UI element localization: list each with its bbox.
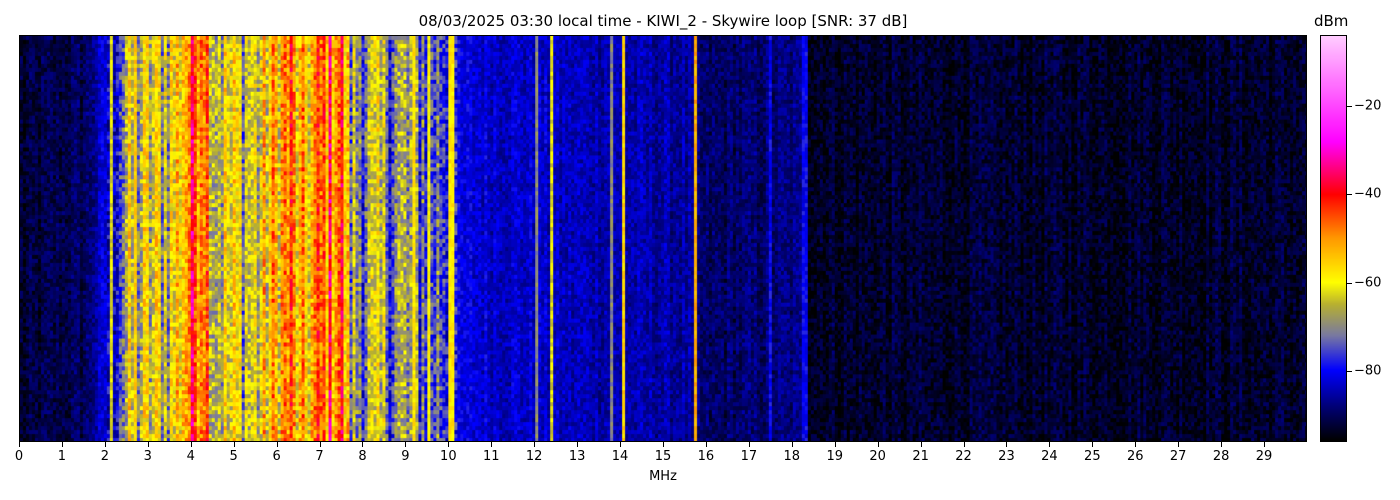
x-tick-label: 11 xyxy=(482,449,500,464)
x-tick xyxy=(190,442,192,447)
x-tick xyxy=(577,442,579,447)
x-tick xyxy=(1049,442,1051,447)
x-tick xyxy=(233,442,235,447)
x-tick xyxy=(748,442,750,447)
x-tick-label: 14 xyxy=(611,449,629,464)
x-axis-label: MHz xyxy=(649,469,677,484)
x-tick-label: 18 xyxy=(783,449,801,464)
x-tick xyxy=(448,442,450,447)
x-tick-label: 20 xyxy=(869,449,886,464)
x-tick xyxy=(663,442,664,447)
x-tick-label: 6 xyxy=(272,449,281,464)
x-tick-label: 24 xyxy=(1041,449,1058,464)
x-tick-label: 2 xyxy=(100,449,109,464)
x-tick-label: 13 xyxy=(568,449,586,464)
x-tick xyxy=(963,442,965,447)
x-tick-label: 4 xyxy=(186,449,195,464)
x-tick-label: 16 xyxy=(697,449,715,464)
colorbar-tick-label: −60 xyxy=(1354,275,1382,291)
x-tick xyxy=(19,442,20,447)
x-tick xyxy=(791,442,793,447)
colorbar-tick-label: −80 xyxy=(1354,363,1382,379)
x-tick xyxy=(61,442,63,447)
x-tick xyxy=(1092,442,1094,447)
x-tick xyxy=(319,442,321,447)
x-tick-label: 5 xyxy=(229,449,238,464)
x-tick-label: 28 xyxy=(1212,449,1230,464)
x-tick-label: 29 xyxy=(1255,449,1273,464)
x-tick-label: 3 xyxy=(143,449,152,464)
colorbar-label: dBm xyxy=(1314,12,1349,30)
x-tick xyxy=(705,442,707,447)
x-tick xyxy=(104,442,106,447)
x-tick-label: 27 xyxy=(1169,449,1187,464)
x-tick-label: 21 xyxy=(912,449,929,464)
x-tick-label: 1 xyxy=(57,449,67,464)
x-tick-label: 19 xyxy=(826,449,843,464)
x-tick-label: 9 xyxy=(401,449,410,464)
x-tick xyxy=(147,442,149,447)
colorbar-tick xyxy=(1347,194,1352,196)
x-tick-label: 7 xyxy=(315,449,324,464)
x-tick-label: 22 xyxy=(955,449,972,464)
spectrogram-heatmap xyxy=(19,35,1307,442)
x-tick-label: 15 xyxy=(654,449,672,464)
colorbar-tick-label: −40 xyxy=(1354,186,1382,202)
x-tick xyxy=(1221,442,1223,447)
x-tick-label: 17 xyxy=(740,449,758,464)
x-tick xyxy=(1264,442,1266,447)
x-tick xyxy=(491,442,493,447)
x-tick-label: 25 xyxy=(1084,449,1101,464)
colorbar-tick xyxy=(1347,105,1352,107)
x-tick xyxy=(362,442,364,447)
x-tick xyxy=(1006,442,1008,447)
x-tick xyxy=(534,442,536,447)
x-tick-label: 8 xyxy=(358,449,367,464)
x-tick xyxy=(276,442,278,447)
x-tick xyxy=(405,442,407,447)
x-tick-label: 23 xyxy=(998,449,1015,464)
x-tick-label: 12 xyxy=(525,449,543,464)
x-tick-label: 26 xyxy=(1126,449,1144,464)
x-tick xyxy=(877,442,879,447)
colorbar-tick-label: −20 xyxy=(1354,98,1382,114)
x-tick-label: 10 xyxy=(440,449,457,464)
x-tick xyxy=(834,442,836,447)
x-tick-label: 0 xyxy=(14,449,24,464)
colorbar-tick xyxy=(1347,282,1352,284)
x-tick xyxy=(1178,442,1180,447)
colorbar-tick xyxy=(1347,371,1352,373)
x-tick xyxy=(1135,442,1137,447)
x-tick xyxy=(920,442,922,447)
colorbar xyxy=(1320,35,1347,442)
x-tick xyxy=(620,442,622,447)
chart-title: 08/03/2025 03:30 local time - KIWI_2 - S… xyxy=(418,12,908,30)
